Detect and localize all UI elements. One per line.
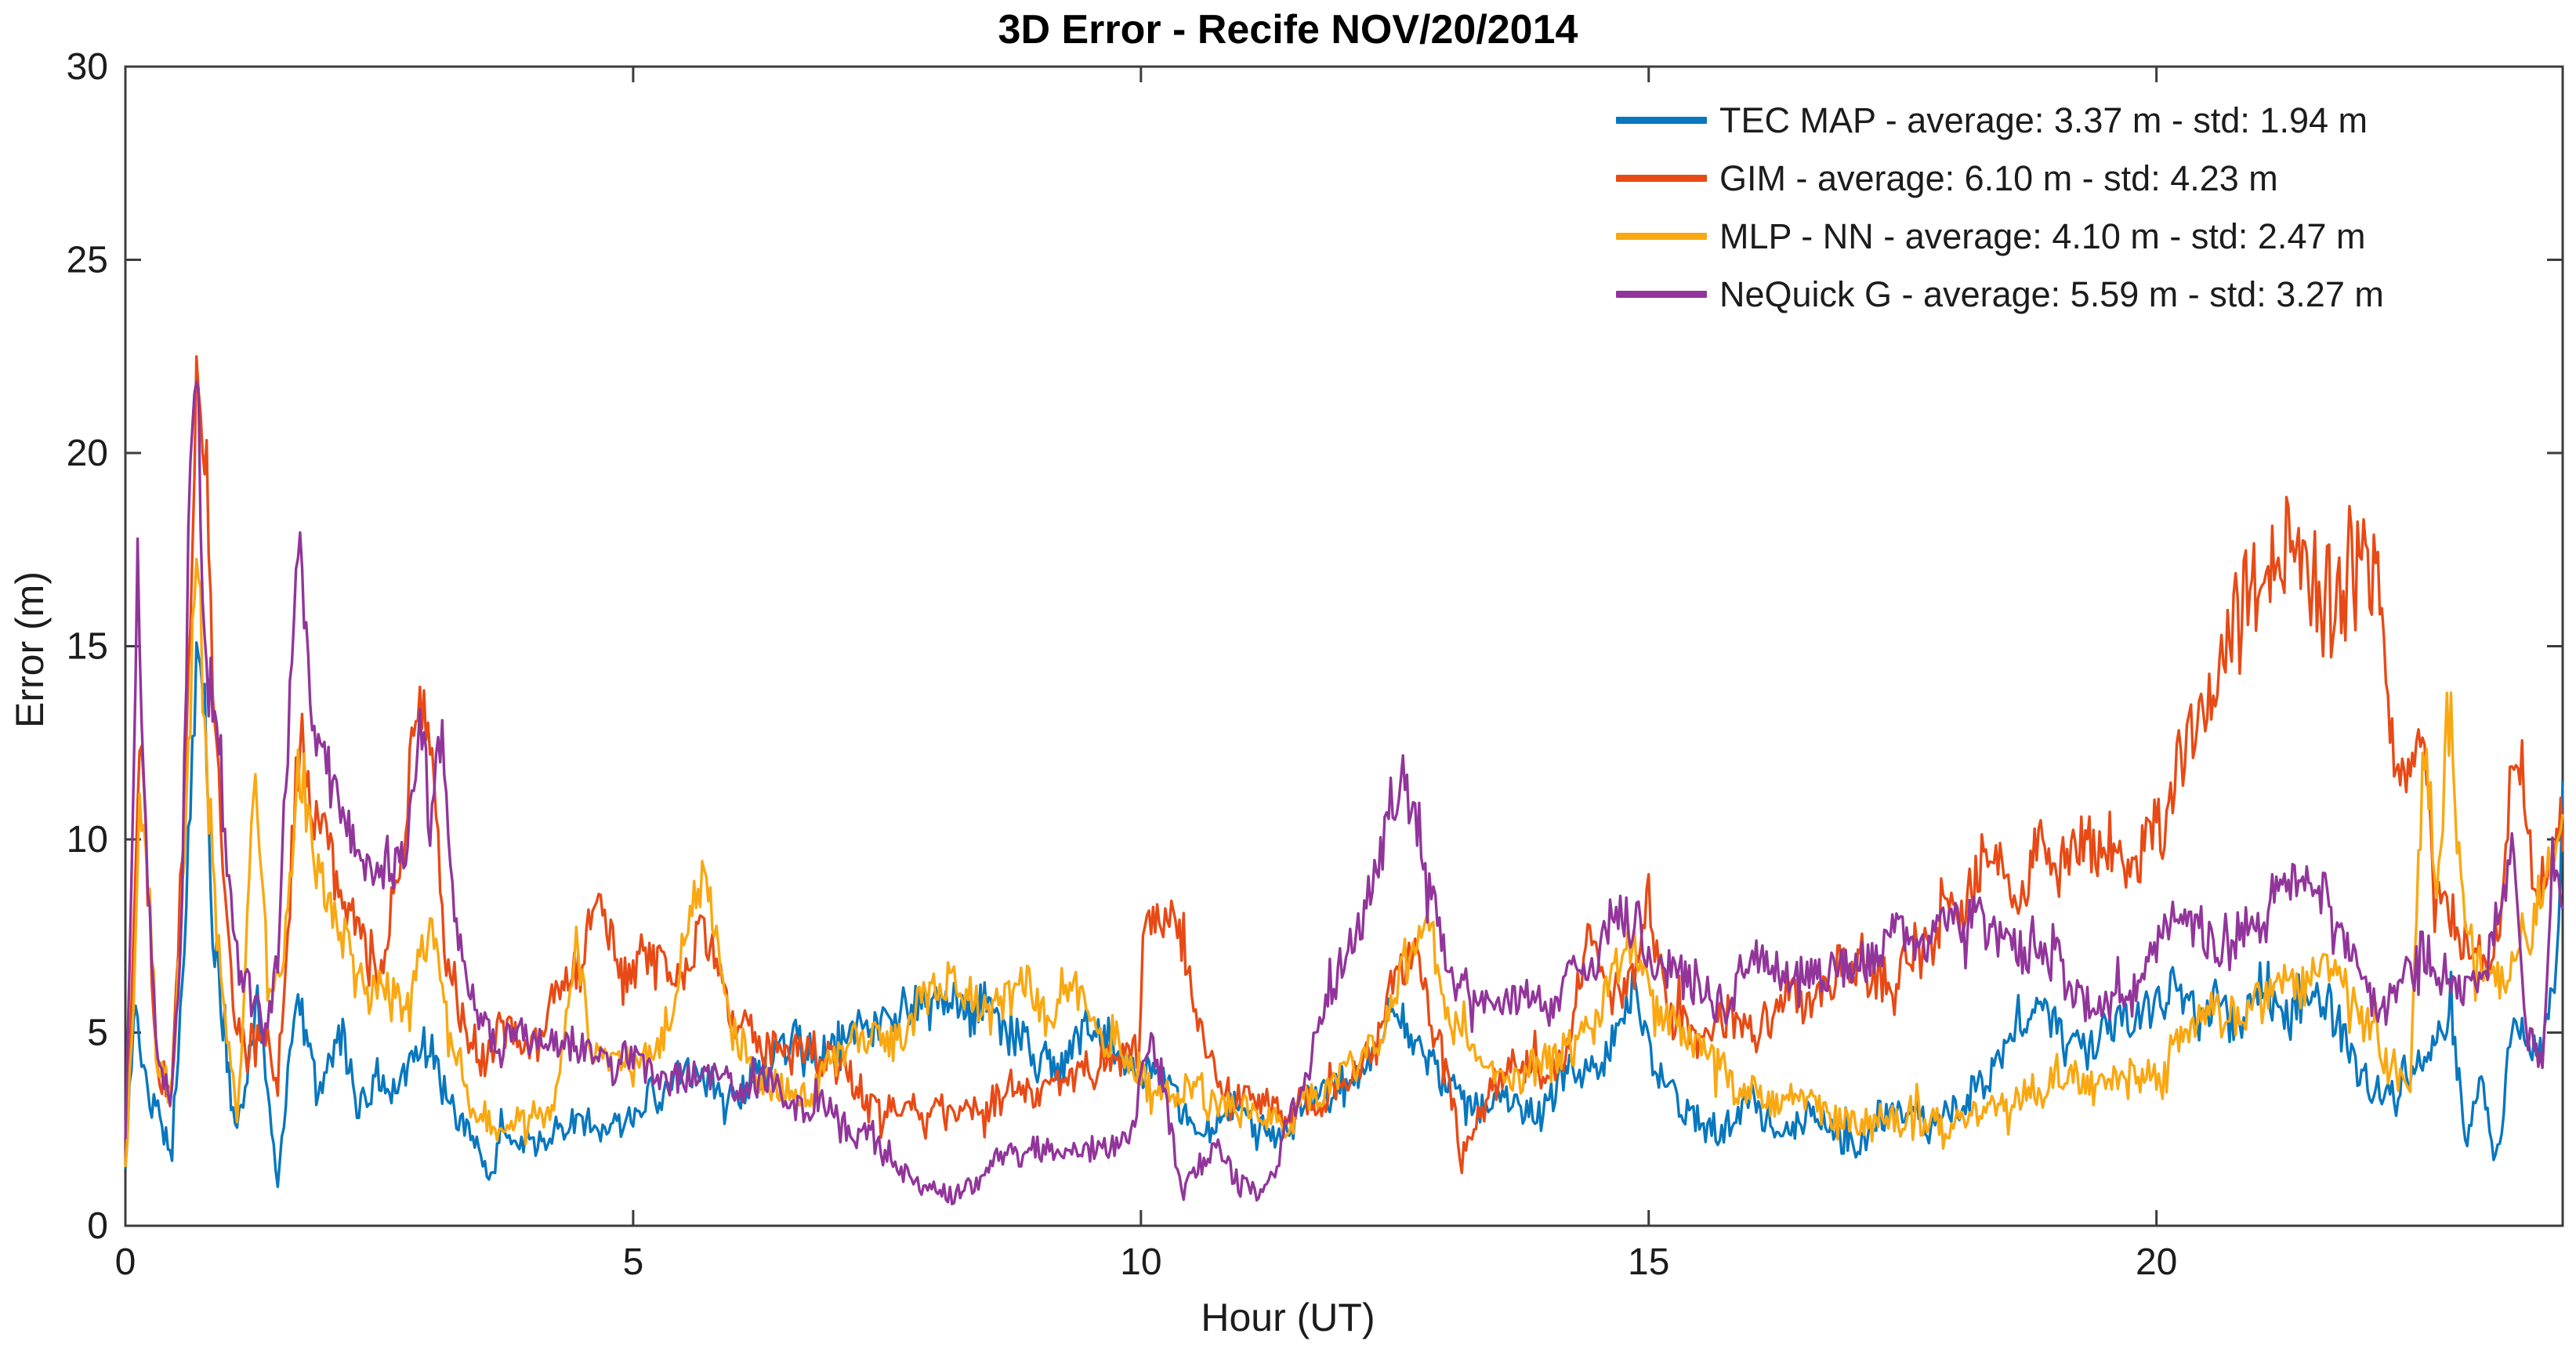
x-axis-label: Hour (UT) [1201, 1296, 1375, 1339]
x-tick-label: 20 [2136, 1241, 2177, 1283]
series-line-gim [124, 355, 2564, 1175]
y-tick-label: 15 [67, 626, 108, 668]
legend-item-nequick-g: NeQuick G - average: 5.59 m - std: 3.27 … [1616, 274, 2384, 314]
nequick-g-line-swatch [1616, 291, 1707, 298]
y-tick-label: 5 [87, 1013, 108, 1054]
gim-line-swatch [1616, 175, 1707, 182]
x-tick-label: 10 [1120, 1241, 1161, 1283]
legend-label: NeQuick G - average: 5.59 m - std: 3.27 … [1719, 274, 2384, 314]
legend-item-gim: GIM - average: 6.10 m - std: 4.23 m [1616, 158, 2384, 198]
legend: TEC MAP - average: 3.37 m - std: 1.94 m … [1616, 100, 2384, 314]
chart-title: 3D Error - Recife NOV/20/2014 [998, 7, 1578, 53]
y-tick-label: 30 [67, 46, 108, 88]
legend-label: MLP - NN - average: 4.10 m - std: 2.47 m [1719, 216, 2366, 256]
x-tick-label: 0 [115, 1241, 136, 1283]
legend-item-tec-map: TEC MAP - average: 3.37 m - std: 1.94 m [1616, 100, 2384, 140]
legend-item-mlp-nn: MLP - NN - average: 4.10 m - std: 2.47 m [1616, 216, 2384, 256]
series-line-mlp-nn [124, 557, 2564, 1168]
legend-label: GIM - average: 6.10 m - std: 4.23 m [1719, 158, 2278, 198]
series-line-tec-map [124, 641, 2564, 1188]
legend-label: TEC MAP - average: 3.37 m - std: 1.94 m [1719, 100, 2368, 140]
y-tick-label: 20 [67, 433, 108, 474]
tec-map-line-swatch [1616, 117, 1707, 124]
series-line-nequick-g [124, 380, 2564, 1205]
x-tick-label: 15 [1628, 1241, 1669, 1283]
y-tick-label: 0 [87, 1205, 108, 1247]
mlp-nn-line-swatch [1616, 233, 1707, 240]
y-tick-label: 10 [67, 819, 108, 861]
y-tick-label: 25 [67, 240, 108, 281]
x-tick-label: 5 [623, 1241, 644, 1283]
